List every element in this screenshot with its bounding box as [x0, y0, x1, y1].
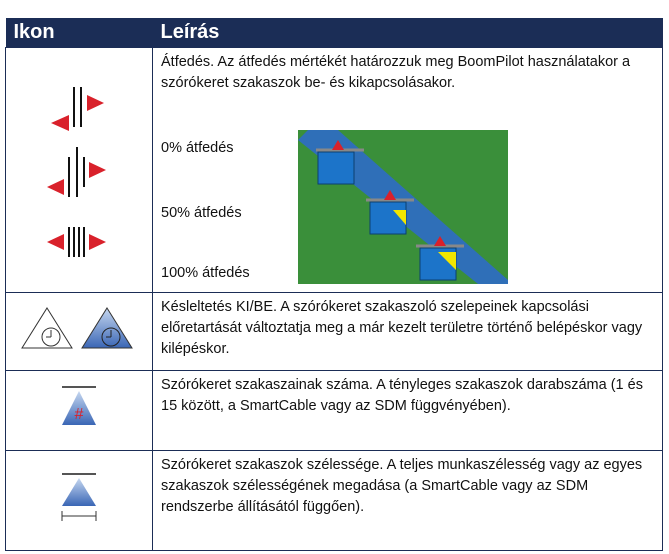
overlap-diagram: [298, 130, 508, 284]
overlap-icons: [47, 86, 106, 257]
option-label: 100% átfedés: [161, 265, 250, 281]
option-label: 0% átfedés: [161, 140, 234, 156]
icon-cell: #: [5, 370, 153, 451]
icon-cell: [5, 450, 153, 551]
header-cell: Ikon: [5, 18, 153, 48]
description: Szórókeret szakaszok szélessége. A telje…: [152, 450, 663, 551]
sections-icon: #: [62, 386, 96, 425]
icon-cell: [5, 47, 153, 293]
description: Szórókeret szakaszainak száma. A tényleg…: [152, 370, 663, 451]
description: Átfedés. Az átfedés mértékét határozzuk …: [161, 54, 631, 91]
table: Ikon Leírás Átfedés. Az átfedés mértékét…: [5, 18, 663, 551]
description: Késleltetés KI/BE. A szórókeret szakaszo…: [152, 292, 663, 371]
option-label: 50% átfedés: [161, 205, 242, 221]
delay-icons: [21, 307, 133, 349]
width-icon: [61, 473, 97, 521]
icon-cell: [5, 292, 153, 371]
header-cell: Leírás: [152, 18, 663, 48]
svg-text:#: #: [75, 406, 84, 423]
